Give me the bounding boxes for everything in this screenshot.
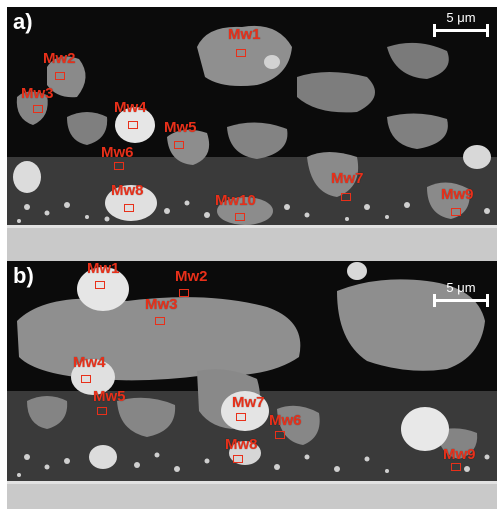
marker-box (81, 375, 91, 383)
marker-box (236, 413, 246, 421)
marker-box (155, 317, 165, 325)
marker-box (341, 193, 351, 201)
marker-box (124, 204, 134, 212)
marker-label: Mw4 (73, 354, 106, 371)
marker-label: Mw3 (21, 85, 54, 102)
scale-bar-a: 5 μm (433, 11, 489, 41)
marker-label: Mw10 (215, 192, 256, 209)
sem-micrograph-a (7, 7, 497, 261)
marker-label: Mw2 (43, 50, 76, 67)
panel-label-b: b) (13, 263, 34, 288)
marker-label: Mw3 (145, 296, 178, 313)
marker-box (114, 162, 124, 170)
marker-label: Mw8 (111, 182, 144, 199)
marker-box (33, 105, 43, 113)
scale-bar-label-a: 5 μm (446, 10, 476, 25)
marker-label: Mw4 (114, 99, 147, 116)
marker-box (451, 208, 461, 216)
scale-bar-line-a (433, 24, 489, 37)
scale-bar-label-b: 5 μm (446, 280, 476, 295)
marker-box (128, 121, 138, 129)
scale-bar-b: 5 μm (433, 281, 489, 311)
marker-label: Mw9 (443, 446, 476, 463)
marker-label: Mw9 (441, 186, 474, 203)
marker-box (236, 49, 246, 57)
marker-label: Mw6 (269, 412, 302, 429)
marker-box (235, 213, 245, 221)
sem-panel-a: a) 5 μm Mw1 Mw2 Mw3 Mw4 Mw5 Mw6 (7, 7, 497, 261)
marker-box (174, 141, 184, 149)
sem-micrograph-b (7, 261, 497, 509)
marker-label: Mw5 (164, 119, 197, 136)
marker-box (275, 431, 285, 439)
marker-label: Mw1 (228, 26, 261, 43)
marker-label: Mw7 (232, 394, 265, 411)
panel-label-a: a) (13, 9, 33, 34)
marker-label: Mw2 (175, 268, 208, 285)
marker-label: Mw6 (101, 144, 134, 161)
marker-box (179, 289, 189, 297)
marker-box (451, 463, 461, 471)
marker-label: Mw7 (331, 170, 364, 187)
sem-panel-b: b) 5 μm Mw1 Mw2 Mw3 Mw4 Mw5 Mw7 (7, 261, 497, 509)
marker-label: Mw5 (93, 388, 126, 405)
scale-bar-line-b (433, 294, 489, 307)
marker-box (95, 281, 105, 289)
marker-label: Mw8 (225, 436, 258, 453)
marker-box (233, 455, 243, 463)
marker-box (55, 72, 65, 80)
marker-label: Mw1 (87, 261, 120, 277)
marker-box (97, 407, 107, 415)
